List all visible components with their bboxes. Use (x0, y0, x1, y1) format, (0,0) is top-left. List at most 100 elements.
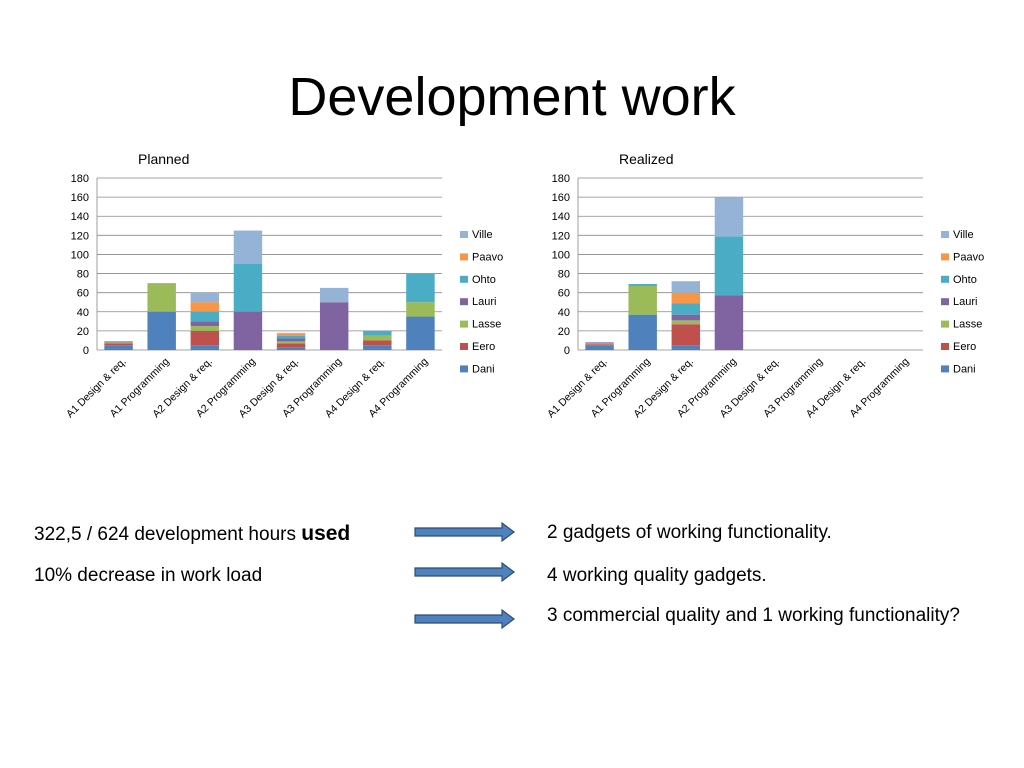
planned-legend-label-ville: Ville (472, 229, 493, 241)
planned-bar-a2-design-req-lauri (190, 321, 220, 327)
realized-bar-a1-programming-lasse (628, 285, 657, 315)
planned-bar-a1-design-req-eero (104, 343, 133, 346)
realized-bar-a1-programming-ohto (628, 284, 657, 286)
outcome-text-2: 4 working quality gadgets. (547, 565, 767, 586)
planned-y-tick-label: 0 (83, 345, 89, 357)
planned-bar-a4-design-req-lasse (363, 335, 392, 341)
realized-bar-a2-programming-ohto (714, 236, 744, 296)
planned-y-tick-label: 60 (77, 288, 89, 300)
realized-legend-swatch-lauri (941, 298, 949, 306)
planned-legend-label-paavo: Paavo (472, 251, 503, 263)
outcome-text-3: 3 commercial quality and 1 working funct… (547, 605, 960, 626)
realized-legend-label-lauri: Lauri (953, 296, 977, 308)
planned-bar-a1-programming-lasse (147, 283, 176, 312)
planned-chart-title: Planned (138, 151, 189, 167)
planned-bar-a2-programming-lauri (233, 311, 263, 350)
hours-used-text: 322,5 / 624 development hours used (34, 522, 350, 546)
arrow-right-icon-2 (414, 562, 515, 582)
realized-bar-a2-design-req-lauri (671, 314, 701, 321)
planned-bar-a2-design-req-paavo (190, 302, 220, 312)
planned-bar-a3-programming-lauri (319, 302, 349, 350)
realized-legend-label-paavo: Paavo (953, 251, 984, 263)
realized-bar-a1-design-req-eero (585, 344, 614, 346)
realized-legend-label-ohto: Ohto (953, 274, 977, 286)
realized-bar-a2-design-req-ohto (671, 303, 701, 315)
hours-used-label: 322,5 / 624 development hours (34, 524, 302, 545)
planned-bar-a2-design-req-ville (190, 292, 220, 303)
realized-legend-label-dani: Dani (953, 363, 976, 375)
realized-legend-swatch-lasse (941, 320, 949, 328)
planned-y-tick-label: 140 (71, 211, 89, 223)
planned-bar-a4-design-req-ohto (363, 330, 392, 336)
planned-bar-a3-design-req-lasse (276, 341, 306, 344)
realized-chart: Realized 0 20 40 60 80 100 120 140 160 180 A1 Desig… (533, 148, 993, 448)
planned-bar-a1-design-req-dani (104, 345, 133, 350)
realized-bar-a2-design-req-ville (671, 281, 701, 293)
realized-y-tick-label: 80 (558, 269, 570, 281)
realized-y-tick-label: 0 (564, 345, 570, 357)
planned-bar-a4-design-req-dani (363, 345, 392, 350)
planned-bar-a4-design-req-eero (363, 340, 392, 346)
planned-legend-label-lasse: Lasse (472, 319, 501, 331)
realized-bar-a1-design-req-lauri (585, 342, 614, 344)
planned-bar-a3-design-req-ville (276, 332, 306, 334)
planned-bar-a4-programming-ohto (406, 273, 435, 303)
realized-legend-swatch-ville (941, 231, 949, 238)
realized-y-tick-label: 180 (552, 173, 570, 185)
planned-bar-a4-programming-lasse (406, 302, 435, 317)
planned-legend-label-lauri: Lauri (472, 296, 496, 308)
realized-bar-a1-design-req-lasse (585, 343, 614, 345)
planned-bar-a1-design-req-lasse (104, 342, 133, 344)
planned-legend-swatch-lasse (460, 320, 468, 328)
realized-bar-a2-design-req-paavo (671, 292, 701, 304)
planned-bar-a2-design-req-dani (190, 345, 220, 350)
planned-bar-a3-design-req-dani (276, 347, 306, 350)
planned-bar-a2-design-req-lasse (190, 326, 220, 331)
planned-bar-a2-programming-ville (233, 230, 263, 264)
realized-bar-a2-design-req-dani (671, 345, 701, 350)
realized-bar-a2-design-req-lasse (671, 320, 701, 325)
planned-legend-label-dani: Dani (472, 363, 495, 375)
planned-bar-a3-programming-ville (319, 287, 349, 303)
planned-legend-swatch-ville (460, 231, 468, 238)
realized-legend-swatch-dani (941, 365, 949, 373)
planned-legend-swatch-ohto (460, 275, 468, 283)
planned-y-tick-label: 180 (71, 173, 89, 185)
planned-y-tick-label: 100 (71, 249, 89, 261)
planned-bar-a1-design-req-lauri (104, 341, 133, 343)
planned-bar-a3-design-req-lauri (276, 338, 306, 342)
realized-chart-title: Realized (619, 151, 673, 167)
realized-legend-label-lasse: Lasse (953, 319, 982, 331)
realized-y-tick-label: 100 (552, 249, 570, 261)
planned-bar-a4-programming-dani (406, 316, 435, 350)
realized-y-tick-label: 120 (552, 230, 570, 242)
planned-bar-a2-design-req-eero (190, 330, 220, 346)
arrow-right-icon-1 (414, 522, 515, 542)
planned-legend-label-eero: Eero (472, 341, 495, 353)
planned-y-tick-label: 40 (77, 307, 89, 319)
realized-y-tick-label: 40 (558, 307, 570, 319)
planned-legend-swatch-eero (460, 343, 468, 350)
realized-legend-swatch-paavo (941, 253, 949, 261)
realized-bar-a2-programming-ville (714, 197, 744, 237)
realized-y-tick-label: 60 (558, 288, 570, 300)
planned-y-tick-label: 120 (71, 230, 89, 242)
realized-y-tick-label: 140 (552, 211, 570, 223)
planned-bar-a2-programming-ohto (233, 264, 263, 312)
planned-bar-a3-design-req-paavo (276, 333, 306, 336)
planned-y-tick-label: 160 (71, 192, 89, 204)
planned-legend-swatch-dani (460, 365, 468, 373)
slide-title: Development work (288, 67, 736, 127)
planned-bar-a3-design-req-ohto (276, 335, 306, 339)
planned-legend-swatch-paavo (460, 253, 468, 261)
realized-y-tick-label: 20 (558, 326, 570, 338)
arrow-right-icon-3 (414, 609, 515, 629)
realized-bar-a2-programming-lauri (714, 295, 744, 350)
planned-bar-a2-design-req-ohto (190, 311, 220, 322)
used-emphasis: used (301, 522, 351, 545)
realized-legend-label-ville: Ville (953, 229, 974, 241)
planned-y-tick-label: 20 (77, 326, 89, 338)
realized-legend-label-eero: Eero (953, 341, 976, 353)
